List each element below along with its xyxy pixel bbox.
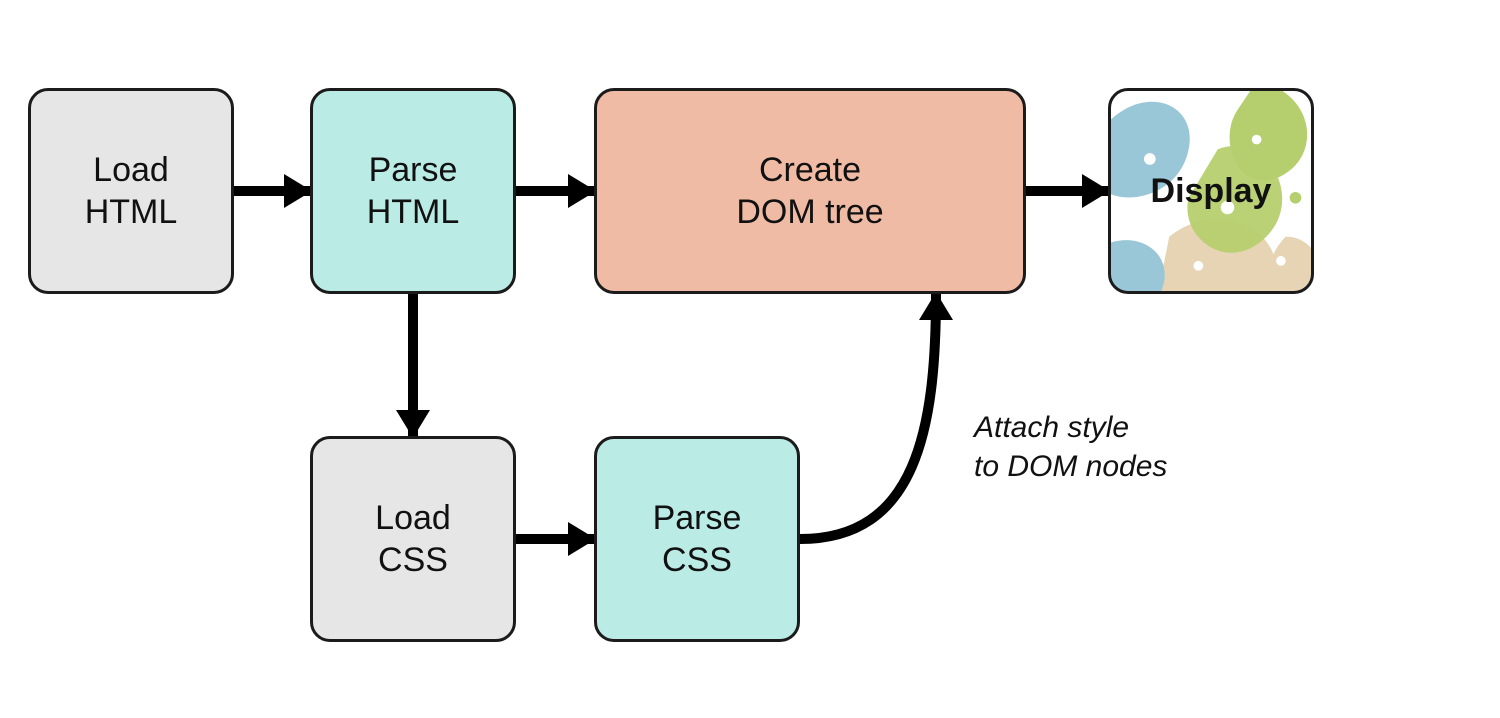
node-label-display: Display <box>1151 170 1272 213</box>
node-label-parse-html: Parse HTML <box>367 149 460 234</box>
node-load-html: Load HTML <box>28 88 234 294</box>
node-load-css: Load CSS <box>310 436 516 642</box>
node-parse-html: Parse HTML <box>310 88 516 294</box>
node-label-dom-tree: Create DOM tree <box>736 149 883 234</box>
flowchart-canvas: Attach style to DOM nodes Load HTML Parse … <box>0 0 1500 718</box>
edge-e6 <box>800 294 936 539</box>
node-display: Display <box>1108 88 1314 294</box>
node-dom-tree: Create DOM tree <box>594 88 1026 294</box>
node-label-parse-css: Parse CSS <box>653 497 742 582</box>
node-parse-css: Parse CSS <box>594 436 800 642</box>
edge-label-e6: Attach style to DOM nodes <box>974 408 1167 486</box>
node-label-load-css: Load CSS <box>375 497 451 582</box>
node-label-load-html: Load HTML <box>85 149 178 234</box>
